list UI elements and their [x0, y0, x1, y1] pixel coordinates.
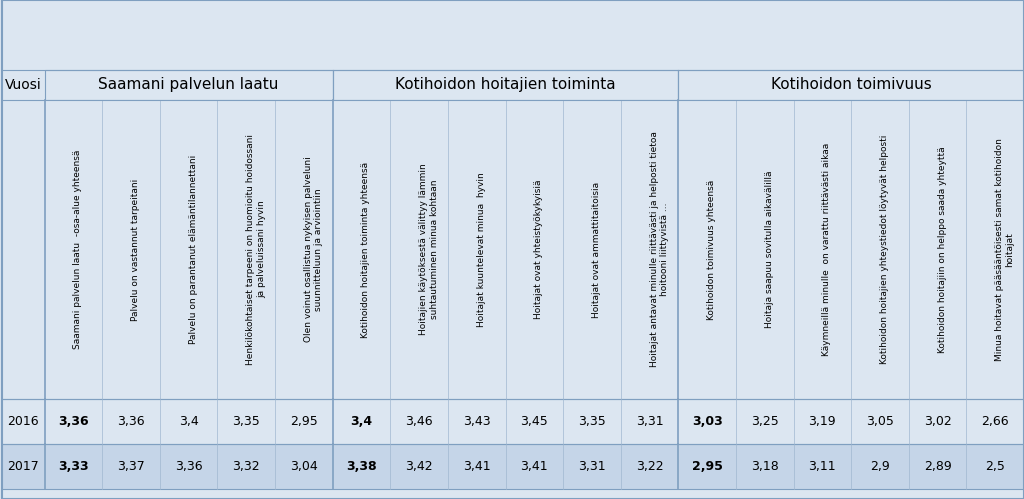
- Text: 2,95: 2,95: [290, 415, 317, 428]
- Text: Hoitajat ovat ammattitaitoisia: Hoitajat ovat ammattitaitoisia: [592, 182, 601, 317]
- Text: Kotihoidon toimivuus yhteensä: Kotihoidon toimivuus yhteensä: [708, 179, 716, 320]
- Text: 3,37: 3,37: [117, 460, 145, 473]
- Text: Kotihoidon hoitajiin on helppo saada yhteyttä: Kotihoidon hoitajiin on helppo saada yht…: [938, 146, 946, 353]
- Text: 3,4: 3,4: [179, 415, 199, 428]
- Text: 3,33: 3,33: [58, 460, 89, 473]
- Text: 2016: 2016: [7, 415, 39, 428]
- Text: Hoitajat antavat minulle riittävästi ja helposti tietoa
hoitooni liittyvistä ...: Hoitajat antavat minulle riittävästi ja …: [649, 132, 669, 367]
- Text: 3,46: 3,46: [406, 415, 433, 428]
- Bar: [678, 70, 1024, 100]
- Text: 3,45: 3,45: [520, 415, 548, 428]
- Text: 3,38: 3,38: [346, 460, 377, 473]
- Text: Kotihoidon toimivuus: Kotihoidon toimivuus: [771, 77, 932, 92]
- Text: Olen voinut osallistua nykyisen palveluni
suunnitteluun ja arviointiin: Olen voinut osallistua nykyisen palvelun…: [304, 157, 324, 342]
- Text: Minua hoitavat pääsääntöisesti samat kotihoidon
hoitajat: Minua hoitavat pääsääntöisesti samat kot…: [995, 138, 1015, 361]
- Text: Palvelu on parantanut elämäntilannettani: Palvelu on parantanut elämäntilannettani: [188, 155, 198, 344]
- Text: 3,03: 3,03: [692, 415, 723, 428]
- Text: 3,41: 3,41: [520, 460, 548, 473]
- Text: Henkilökohtaiset tarpeeni on huomioitu hoidossani
ja palveluissani hyvin: Henkilökohtaiset tarpeeni on huomioitu h…: [247, 134, 265, 365]
- Bar: [2, 444, 1024, 489]
- Text: Hoitaja saapuu sovitulla aikavälillä: Hoitaja saapuu sovitulla aikavälillä: [765, 171, 774, 328]
- Text: 3,36: 3,36: [117, 415, 144, 428]
- Bar: [45, 70, 333, 100]
- Text: 3,31: 3,31: [579, 460, 606, 473]
- Text: Saamani palvelun laatu  -osa-alue yhteensä: Saamani palvelun laatu -osa-alue yhteens…: [74, 150, 83, 349]
- Text: 3,43: 3,43: [463, 415, 490, 428]
- Text: 3,02: 3,02: [924, 415, 951, 428]
- Text: 3,11: 3,11: [809, 460, 837, 473]
- Text: Hoitajat kuuntelevat minua  hyvin: Hoitajat kuuntelevat minua hyvin: [477, 172, 485, 327]
- Text: 2017: 2017: [7, 460, 39, 473]
- Text: 3,4: 3,4: [350, 415, 373, 428]
- Text: 2,5: 2,5: [985, 460, 1006, 473]
- Bar: [2, 399, 1024, 444]
- Text: 3,31: 3,31: [636, 415, 664, 428]
- Text: Kotihoidon hoitajien toiminta yhteensä: Kotihoidon hoitajien toiminta yhteensä: [361, 162, 371, 337]
- Text: 3,22: 3,22: [636, 460, 664, 473]
- Text: 3,05: 3,05: [866, 415, 894, 428]
- Text: 2,89: 2,89: [924, 460, 951, 473]
- Text: 3,36: 3,36: [58, 415, 89, 428]
- Text: Saamani palvelun laatu: Saamani palvelun laatu: [98, 77, 279, 92]
- Text: 3,18: 3,18: [751, 460, 778, 473]
- Text: 3,32: 3,32: [232, 460, 260, 473]
- Text: 3,35: 3,35: [579, 415, 606, 428]
- Text: Käymneillä minulle  on varattu riittävästi aikaa: Käymneillä minulle on varattu riittäväst…: [822, 143, 831, 356]
- Text: Hoitajat ovat yhteistyökykyisiä: Hoitajat ovat yhteistyökykyisiä: [535, 180, 544, 319]
- Text: 2,66: 2,66: [981, 415, 1009, 428]
- Text: 3,42: 3,42: [406, 460, 433, 473]
- Text: Kotihoidon hoitajien toiminta: Kotihoidon hoitajien toiminta: [395, 77, 615, 92]
- Text: 3,04: 3,04: [290, 460, 317, 473]
- Text: 3,41: 3,41: [463, 460, 490, 473]
- Bar: [2, 100, 1024, 399]
- Text: Kotihoidon hoitajien yhteystiedot löytyvät helposti: Kotihoidon hoitajien yhteystiedot löytyv…: [880, 135, 889, 364]
- Bar: [333, 70, 678, 100]
- Text: 3,25: 3,25: [751, 415, 778, 428]
- Text: 2,95: 2,95: [692, 460, 723, 473]
- Text: Vuosi: Vuosi: [5, 78, 42, 92]
- Text: Hoitajien käytöksestä välittyy lämmin
suhtautuminen minua kohtaan: Hoitajien käytöksestä välittyy lämmin su…: [419, 164, 438, 335]
- Text: 3,36: 3,36: [175, 460, 203, 473]
- Text: 3,19: 3,19: [809, 415, 837, 428]
- Text: 2,9: 2,9: [870, 460, 890, 473]
- Text: Palvelu on vastannut tarpeitani: Palvelu on vastannut tarpeitani: [131, 178, 140, 321]
- Text: 3,35: 3,35: [232, 415, 260, 428]
